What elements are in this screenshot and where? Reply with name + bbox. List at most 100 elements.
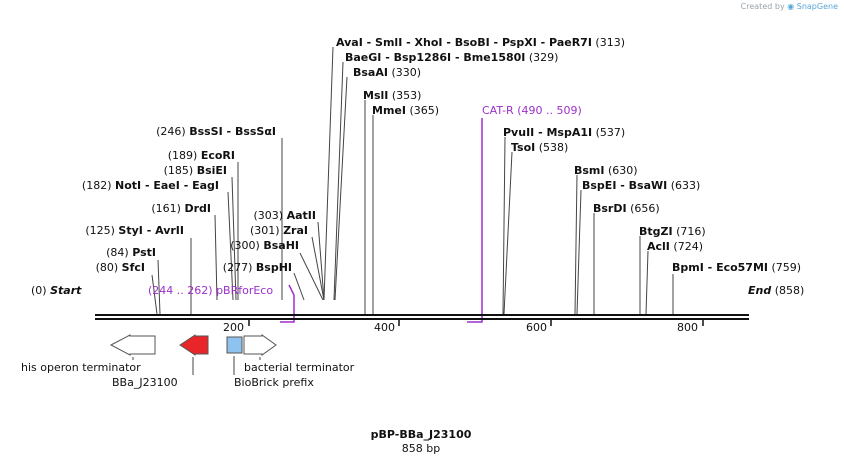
site-label-189: (189) EcoRI (168, 149, 235, 162)
site-line-329 (333, 61, 344, 301)
site-759-sep: - (704, 261, 716, 274)
site-182-other-2: EagI (192, 179, 219, 192)
site-189-pos: (189) (168, 149, 198, 162)
site-353-pos: (353) (392, 89, 422, 102)
primer-pbr-mark (280, 284, 295, 323)
site-185-pos: (185) (164, 164, 194, 177)
site-633-other-1: BsaWI (629, 179, 668, 192)
site-line-84 (157, 259, 161, 315)
site-313-other-2: XhoI (415, 36, 443, 49)
site-label-246: (246) BssSI - BssSαI (156, 125, 276, 138)
site-365-pos: (365) (409, 104, 439, 117)
site-313-sep4: - (490, 36, 502, 49)
bact-term-label: bacterial terminator (244, 361, 355, 374)
site-537-sep: - (534, 126, 546, 139)
site-329-other-2: Bme1580I (463, 51, 525, 64)
start-pos: (0) (31, 284, 47, 297)
site-line-80 (151, 274, 158, 315)
site-line-630 (574, 174, 578, 315)
site-724-pos: (724) (673, 240, 703, 253)
credit-brand: SnapGene (796, 2, 838, 11)
right-site-labels: AvaI - SmlI - XhoI - BsoBI - PspXI - Pae… (336, 36, 801, 274)
site-label-716: BtgZI (716) (639, 225, 706, 238)
ruler-labels: 200 400 600 800 (223, 321, 698, 334)
site-630-pos: (630) (608, 164, 638, 177)
end-pos: (858) (775, 284, 805, 297)
his-terminator-arrow-icon[interactable] (109, 334, 156, 356)
site-line-724 (645, 250, 649, 315)
site-label-161: (161) DrdI (151, 202, 211, 215)
site-538-pos: (538) (539, 141, 569, 154)
primer-marks (280, 118, 483, 323)
site-656-name: BsrDI (593, 202, 627, 215)
site-537-name: PvuII (503, 126, 534, 139)
site-329-name: BaeGI (345, 51, 381, 64)
site-301-name: ZraI (283, 224, 308, 237)
biobrick-prefix-box-icon[interactable] (226, 336, 243, 354)
cut-site-lines (151, 46, 674, 315)
site-656-pos: (656) (630, 202, 660, 215)
bacterial-terminator-arrow-icon[interactable] (243, 334, 277, 356)
end-text: End (748, 284, 771, 297)
site-125-name: StyI (118, 224, 142, 237)
site-line-313 (323, 46, 334, 301)
site-537-other-1: MspA1I (546, 126, 592, 139)
map-title: pBP-BBa_J23100 (371, 428, 472, 441)
backbone (95, 314, 749, 326)
site-line-537 (502, 136, 506, 315)
primer-cat-r-range: (490 .. 509) (517, 104, 582, 117)
ruler-label-800: 800 (677, 321, 698, 334)
promoter-arrow-icon[interactable] (179, 334, 209, 356)
primer-label-pbr: (244 .. 262) pBRforEco (148, 284, 273, 297)
site-182-sep2: - (180, 179, 192, 192)
site-759-other-1: Eco57MI (716, 261, 768, 274)
site-246-name: BssSI (189, 125, 223, 138)
site-313-pos: (313) (595, 36, 625, 49)
site-303-name: AatII (287, 209, 316, 222)
site-line-182 (227, 191, 234, 301)
ruler-label-400: 400 (374, 321, 395, 334)
start-text: Start (50, 284, 82, 297)
site-182-sep: - (141, 179, 153, 192)
site-277-name: BspHI (256, 261, 292, 274)
site-label-353: MslI (353) (363, 89, 421, 102)
site-line-633 (576, 189, 582, 315)
site-label-185: (185) BsiEI (164, 164, 227, 177)
site-724-name: AclI (647, 240, 670, 253)
site-161-pos: (161) (151, 202, 181, 215)
site-300-name: BsaHI (263, 239, 299, 252)
site-759-name: BpmI (672, 261, 704, 274)
site-label-630: BsmI (630) (574, 164, 638, 177)
primer-pbr-name: pBRforEco (216, 284, 273, 297)
features (109, 334, 277, 375)
site-353-name: MslI (363, 89, 388, 102)
site-330-name: BsaAI (353, 66, 388, 79)
site-329-pos: (329) (529, 51, 559, 64)
site-line-330 (334, 76, 348, 301)
site-759-pos: (759) (772, 261, 802, 274)
site-80-name: SfcI (122, 261, 145, 274)
site-538-name: TsoI (511, 141, 535, 154)
site-161-name: DrdI (184, 202, 211, 215)
site-line-301 (311, 236, 325, 301)
site-313-other-4: PspXI (502, 36, 537, 49)
site-329-other-1: Bsp1286I (394, 51, 452, 64)
site-label-537: PvuII - MspA1I (537) (503, 126, 625, 139)
map-length: 858 bp (402, 442, 440, 455)
site-313-sep: - (363, 36, 375, 49)
site-line-277 (293, 272, 305, 301)
site-125-pos: (125) (85, 224, 115, 237)
biobrick-label: BioBrick prefix (234, 376, 314, 389)
site-313-name: AvaI (336, 36, 363, 49)
site-313-other-1: SmlI (375, 36, 402, 49)
site-277-pos: (277) (223, 261, 253, 274)
site-label-301: (301) ZraI (250, 224, 308, 237)
site-125-sep: - (143, 224, 155, 237)
start-label: (0) Start (31, 284, 82, 297)
site-label-125: (125) StyI - AvrII (85, 224, 184, 237)
site-313-sep5: - (537, 36, 549, 49)
site-line-161 (214, 214, 218, 301)
site-313-other-5: PaeR7I (549, 36, 592, 49)
site-300-pos: (300) (230, 239, 260, 252)
end-label: End (858) (748, 284, 804, 297)
